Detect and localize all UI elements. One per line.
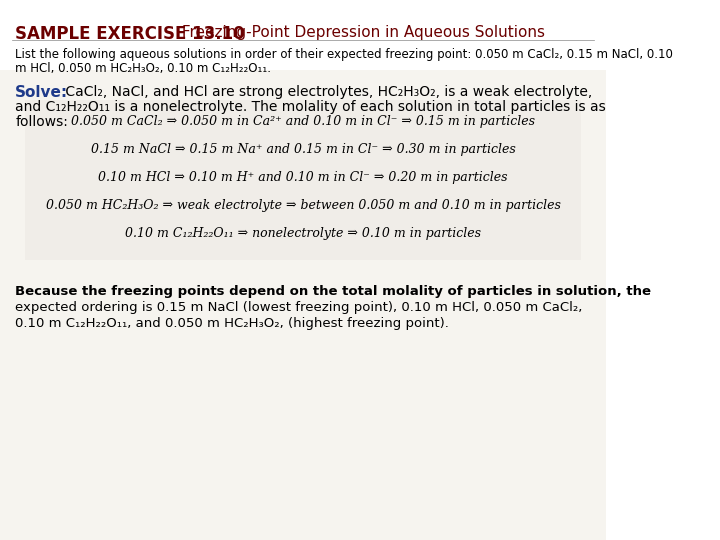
Text: follows:: follows:: [15, 115, 68, 129]
Text: 0.10 m C₁₂H₂₂O₁₁ ⇒ nonelectrolyte ⇒ 0.10 m in particles: 0.10 m C₁₂H₂₂O₁₁ ⇒ nonelectrolyte ⇒ 0.10…: [125, 227, 481, 240]
Text: 0.050 m HC₂H₃O₂ ⇒ weak electrolyte ⇒ between 0.050 m and 0.10 m in particles: 0.050 m HC₂H₃O₂ ⇒ weak electrolyte ⇒ bet…: [45, 199, 561, 212]
FancyBboxPatch shape: [0, 0, 606, 540]
Text: expected ordering is 0.15 m NaCl (lowest freezing point), 0.10 m HCl, 0.050 m Ca: expected ordering is 0.15 m NaCl (lowest…: [15, 301, 582, 314]
FancyBboxPatch shape: [0, 0, 606, 70]
Text: Freezing-Point Depression in Aqueous Solutions: Freezing-Point Depression in Aqueous Sol…: [177, 25, 545, 40]
Text: and C₁₂H₂₂O₁₁ is a nonelectrolyte. The molality of each solution in total partic: and C₁₂H₂₂O₁₁ is a nonelectrolyte. The m…: [15, 100, 606, 114]
FancyBboxPatch shape: [25, 100, 581, 260]
Text: 0.10 m HCl ⇒ 0.10 m H⁺ and 0.10 m in Cl⁻ ⇒ 0.20 m in particles: 0.10 m HCl ⇒ 0.10 m H⁺ and 0.10 m in Cl⁻…: [99, 171, 508, 184]
Text: 0.10 m C₁₂H₂₂O₁₁, and 0.050 m HC₂H₃O₂, (highest freezing point).: 0.10 m C₁₂H₂₂O₁₁, and 0.050 m HC₂H₃O₂, (…: [15, 317, 449, 330]
Text: SAMPLE EXERCISE 13.10: SAMPLE EXERCISE 13.10: [15, 25, 245, 43]
Text: 0.050 m CaCl₂ ⇒ 0.050 m in Ca²⁺ and 0.10 m in Cl⁻ ⇒ 0.15 m in particles: 0.050 m CaCl₂ ⇒ 0.050 m in Ca²⁺ and 0.10…: [71, 115, 535, 128]
Text: 0.15 m NaCl ⇒ 0.15 m Na⁺ and 0.15 m in Cl⁻ ⇒ 0.30 m in particles: 0.15 m NaCl ⇒ 0.15 m Na⁺ and 0.15 m in C…: [91, 143, 516, 156]
FancyBboxPatch shape: [0, 0, 606, 540]
Text: m HCl, 0.050 m HC₂H₃O₂, 0.10 m C₁₂H₂₂O₁₁.: m HCl, 0.050 m HC₂H₃O₂, 0.10 m C₁₂H₂₂O₁₁…: [15, 62, 271, 75]
Text: Solve:: Solve:: [15, 85, 68, 100]
Text: CaCl₂, NaCl, and HCl are strong electrolytes, HC₂H₃O₂, is a weak electrolyte,: CaCl₂, NaCl, and HCl are strong electrol…: [60, 85, 592, 99]
Text: Because the freezing points depend on the total molality of particles in solutio: Because the freezing points depend on th…: [15, 285, 651, 298]
Text: List the following aqueous solutions in order of their expected freezing point: : List the following aqueous solutions in …: [15, 48, 673, 61]
